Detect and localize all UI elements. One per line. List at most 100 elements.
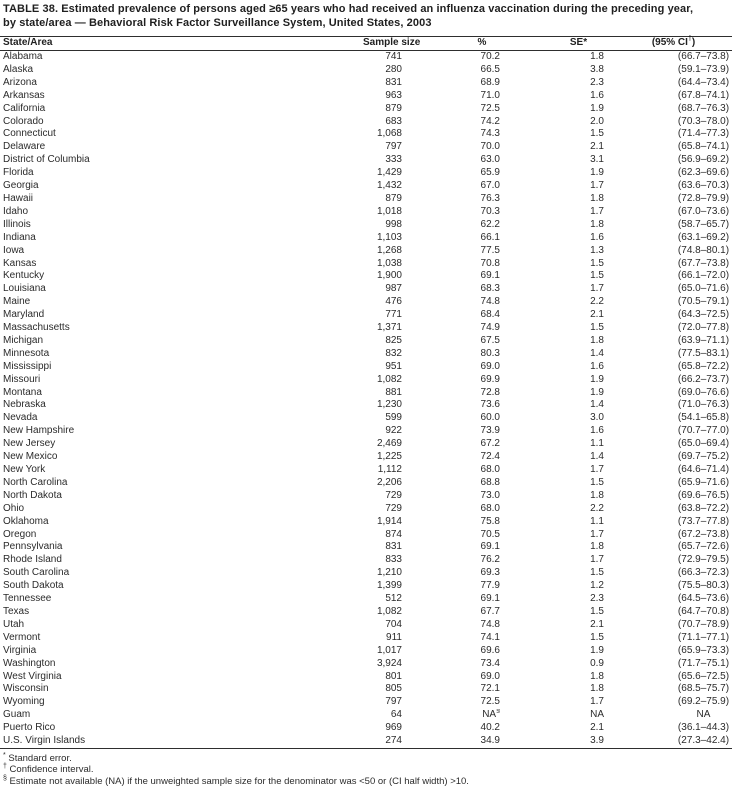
ci-cell: (77.5–83.1) [677,347,730,359]
table-row: Louisiana 987 68.3 1.7 (65.0–71.6) [0,283,732,296]
section-mark: § [496,709,500,715]
table-row: Virginia 1,017 69.6 1.9 (65.9–73.3) [0,645,732,658]
column-header-sample-size: Sample size [345,36,420,51]
table-row: Kentucky 1,900 69.1 1.5 (66.1–72.0) [0,270,732,283]
table-row: Puerto Rico 969 40.2 2.1 (36.1–44.3) [0,722,732,735]
sample-size-cell: 476 [385,296,402,308]
percent-cell: 69.6 [480,644,500,656]
sample-size-cell: 1,082 [376,373,402,385]
ci-cell: (66.1–72.0) [677,270,730,282]
state-cell: Louisiana [3,283,46,295]
table-row: Delaware 797 70.0 2.1 (65.8–74.1) [0,141,732,154]
sample-size-cell: 1,210 [376,567,402,579]
sample-size-cell: 741 [385,51,402,62]
table-row: Arkansas 963 71.0 1.6 (67.8–74.1) [0,90,732,103]
table-row: Kansas 1,038 70.8 1.5 (67.7–73.8) [0,258,732,271]
percent-cell: 69.3 [480,567,500,579]
percent-cell: 65.9 [480,167,500,179]
sample-size-cell: 951 [385,360,402,372]
se-cell: 1.9 [590,644,604,656]
table-row: U.S. Virgin Islands 274 34.9 3.9 (27.3–42.4) [0,735,732,748]
ci-cell: (63.8–72.2) [677,502,730,514]
table-row: Washington 3,924 73.4 0.9 (71.7–75.1) [0,658,732,671]
sample-size-cell: 512 [385,593,402,605]
sample-size-cell: 274 [385,735,402,747]
se-cell: 1.8 [590,192,604,204]
table-row: Montana 881 72.8 1.9 (69.0–76.6) [0,387,732,400]
column-header-state: State/Area [0,36,345,51]
percent-cell: 74.8 [480,296,500,308]
ci-cell: (72.0–77.8) [677,322,730,334]
footnotes: * Standard error. † Confidence interval.… [0,749,732,787]
state-cell: Pennsylvania [3,541,63,553]
se-cell: 1.5 [590,128,604,140]
state-cell: Michigan [3,334,44,346]
sample-size-cell: 1,268 [376,244,402,256]
column-header-ci: (95% CI†) [605,36,732,51]
sample-size-cell: 987 [385,283,402,295]
ci-cell: (65.0–71.6) [677,283,730,295]
ci-header-paren: ) [691,37,696,49]
sample-size-cell: 1,900 [376,270,402,282]
ci-cell: (58.7–65.7) [677,218,730,230]
percent-cell: 40.2 [480,722,500,734]
state-cell: Washington [3,657,56,669]
percent-cell: 70.8 [480,257,500,269]
table-row: Iowa 1,268 77.5 1.3 (74.8–80.1) [0,245,732,258]
state-cell: California [3,102,46,114]
ci-cell: (27.3–42.4) [677,735,730,747]
ci-cell: (63.9–71.1) [677,334,730,346]
state-cell: Montana [3,386,42,398]
footnote-estimate-na: § Estimate not available (NA) if the unw… [3,775,728,787]
sample-size-cell: 963 [385,89,402,101]
table-title-line1: TABLE 38. Estimated prevalence of person… [3,3,694,15]
table-row: Alaska 280 66.5 3.8 (59.1–73.9) [0,64,732,77]
sample-size-cell: 683 [385,115,402,127]
percent-cell: 73.9 [480,425,500,437]
footnote-text: Standard error. [8,752,72,764]
table-row: California 879 72.5 1.9 (68.7–76.3) [0,103,732,116]
se-cell: 1.8 [590,51,604,62]
ci-cell: (66.7–73.8) [677,51,730,62]
state-cell: Massachusetts [3,322,70,334]
ci-cell: (75.5–80.3) [677,580,730,592]
ci-cell: (63.1–69.2) [677,231,730,243]
state-cell: Missouri [3,373,41,385]
se-cell: 3.0 [590,412,604,424]
table-row: Guam 64 NA§ NA NA [0,709,732,722]
percent-cell: 72.5 [480,696,500,708]
sample-size-cell: 1,068 [376,128,402,140]
table-row: Indiana 1,103 66.1 1.6 (63.1–69.2) [0,232,732,245]
se-cell: 1.7 [590,464,604,475]
se-cell: 1.5 [590,476,604,488]
sample-size-cell: 1,112 [377,464,402,475]
sample-size-cell: 729 [385,502,402,514]
state-cell: Delaware [3,141,46,153]
percent-cell: 74.8 [480,618,500,630]
sample-size-cell: 64 [390,709,402,721]
table-row: New Jersey 2,469 67.2 1.1 (65.0–69.4) [0,438,732,451]
sample-size-cell: 1,018 [376,205,402,217]
state-cell: Georgia [3,180,39,192]
state-cell: Arizona [3,76,37,88]
se-cell: 1.6 [590,360,604,372]
sample-size-cell: 771 [385,309,402,321]
table-row: Tennessee 512 69.1 2.3 (64.5–73.6) [0,593,732,606]
se-cell: 1.9 [590,167,604,179]
state-cell: District of Columbia [3,154,90,166]
ci-cell: (72.9–79.5) [677,554,730,566]
table-row: Missouri 1,082 69.9 1.9 (66.2–73.7) [0,374,732,387]
footnote-marker: † [3,763,7,771]
table-row: New Hampshire 922 73.9 1.6 (70.7–77.0) [0,425,732,438]
sample-size-cell: 874 [385,528,402,540]
table-row: West Virginia 801 69.0 1.8 (65.6–72.5) [0,671,732,684]
table-row: Alabama 741 70.2 1.8 (66.7–73.8) [0,51,732,64]
ci-cell: (65.8–74.1) [677,141,730,153]
table-row: South Dakota 1,399 77.9 1.2 (75.5–80.3) [0,580,732,593]
sample-size-cell: 1,082 [376,605,402,617]
percent-cell: 72.1 [480,683,500,695]
table-row: Wyoming 797 72.5 1.7 (69.2–75.9) [0,696,732,709]
se-cell: 1.6 [590,425,604,437]
table-row: Minnesota 832 80.3 1.4 (77.5–83.1) [0,348,732,361]
se-cell: 2.1 [590,309,604,321]
